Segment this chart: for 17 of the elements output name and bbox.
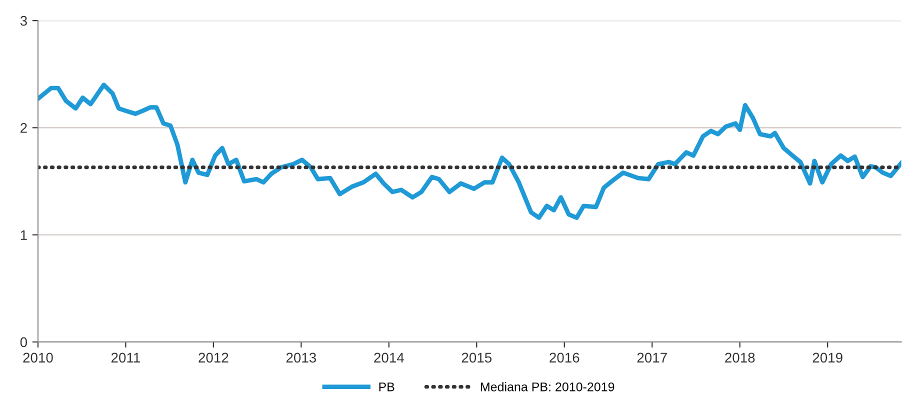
legend-label: PB (379, 382, 394, 392)
x-tick-label: 2019 (812, 352, 842, 363)
y-tick-label: 3 (20, 16, 27, 26)
x-tick-label: 2014 (374, 352, 404, 363)
x-tick-label: 2011 (111, 352, 140, 363)
x-tick-label: 2010 (23, 352, 53, 363)
x-tick-label: 2018 (725, 352, 755, 363)
y-tick-label: 0 (20, 337, 28, 348)
x-tick-label: 2012 (198, 352, 228, 363)
line-series (38, 82, 902, 220)
y-tick-label: 2 (20, 123, 27, 133)
x-tick-label: 2013 (286, 352, 316, 363)
legend-label: Mediana PB: 2010-2019 (480, 382, 614, 392)
x-tick-label: 2015 (462, 352, 492, 363)
y-tick-label: 1 (20, 230, 27, 240)
x-tick-label: 2016 (550, 352, 580, 363)
x-tick-label: 2017 (637, 352, 667, 363)
